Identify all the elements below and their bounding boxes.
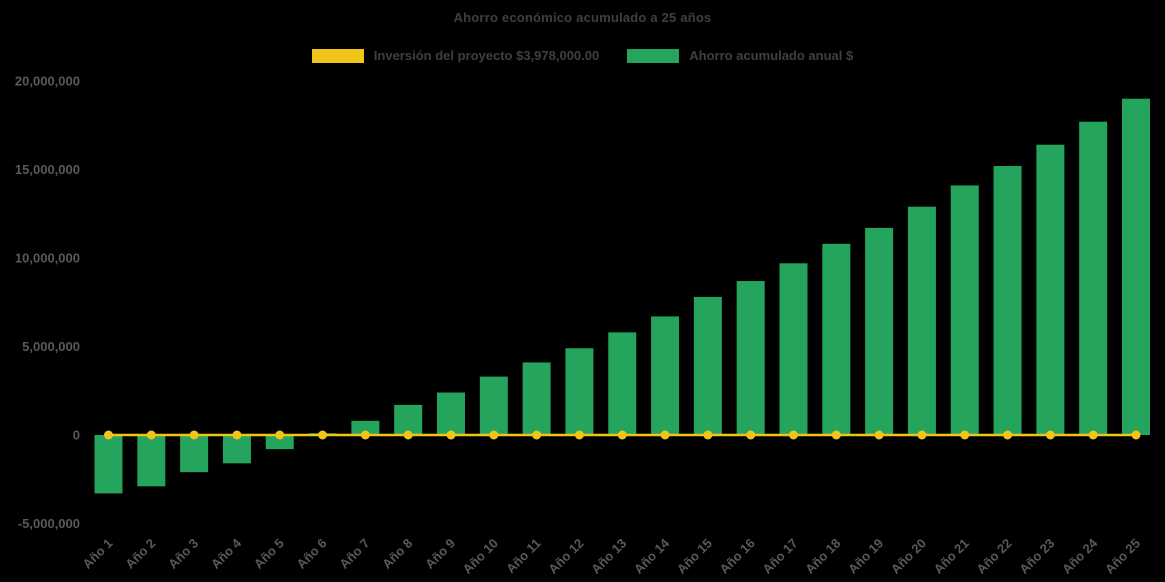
svg-text:Año 10: Año 10 — [460, 536, 501, 577]
svg-text:Año 8: Año 8 — [379, 536, 415, 572]
svg-text:Año 5: Año 5 — [251, 536, 287, 572]
legend-item-inversion: Inversión del proyecto $3,978,000.00 — [311, 48, 600, 63]
legend-swatch-ahorro — [627, 48, 680, 63]
svg-text:Año 4: Año 4 — [208, 535, 245, 572]
legend-label-ahorro: Ahorro acumulado anual $ — [689, 48, 854, 63]
svg-text:Año 13: Año 13 — [588, 536, 629, 577]
svg-text:Año 17: Año 17 — [759, 536, 800, 577]
svg-text:Año 15: Año 15 — [674, 536, 715, 577]
svg-text:Año 11: Año 11 — [503, 536, 544, 577]
chart-legend: Inversión del proyecto $3,978,000.00 Aho… — [0, 48, 1165, 63]
svg-text:5,000,000: 5,000,000 — [22, 339, 80, 354]
svg-text:Año 18: Año 18 — [802, 536, 843, 577]
svg-text:Año 14: Año 14 — [631, 535, 673, 577]
svg-text:Año 20: Año 20 — [888, 536, 929, 577]
svg-text:Año 23: Año 23 — [1016, 536, 1057, 577]
svg-text:Año 21: Año 21 — [931, 536, 972, 577]
svg-text:-5,000,000: -5,000,000 — [18, 516, 80, 531]
svg-text:Año 2: Año 2 — [122, 536, 158, 572]
svg-text:Año 6: Año 6 — [294, 536, 330, 572]
svg-text:Año 7: Año 7 — [336, 536, 372, 572]
svg-text:Año 19: Año 19 — [845, 536, 886, 577]
svg-text:15,000,000: 15,000,000 — [15, 162, 80, 177]
svg-text:Año 3: Año 3 — [165, 536, 201, 572]
legend-label-inversion: Inversión del proyecto $3,978,000.00 — [373, 48, 600, 63]
legend-swatch-inversion — [311, 48, 364, 63]
svg-text:Año 24: Año 24 — [1059, 535, 1101, 577]
svg-text:Año 12: Año 12 — [545, 536, 586, 577]
chart-title: Ahorro económico acumulado a 25 años — [453, 10, 712, 25]
svg-text:0: 0 — [73, 428, 80, 443]
svg-text:Año 9: Año 9 — [422, 536, 458, 572]
svg-text:Año 16: Año 16 — [717, 536, 758, 577]
svg-text:Año 1: Año 1 — [79, 536, 115, 572]
svg-text:20,000,000: 20,000,000 — [15, 74, 80, 89]
svg-text:Año 22: Año 22 — [973, 536, 1014, 577]
svg-text:Año 25: Año 25 — [1102, 536, 1143, 577]
svg-text:10,000,000: 10,000,000 — [15, 251, 80, 266]
legend-item-ahorro: Ahorro acumulado anual $ — [627, 48, 853, 63]
